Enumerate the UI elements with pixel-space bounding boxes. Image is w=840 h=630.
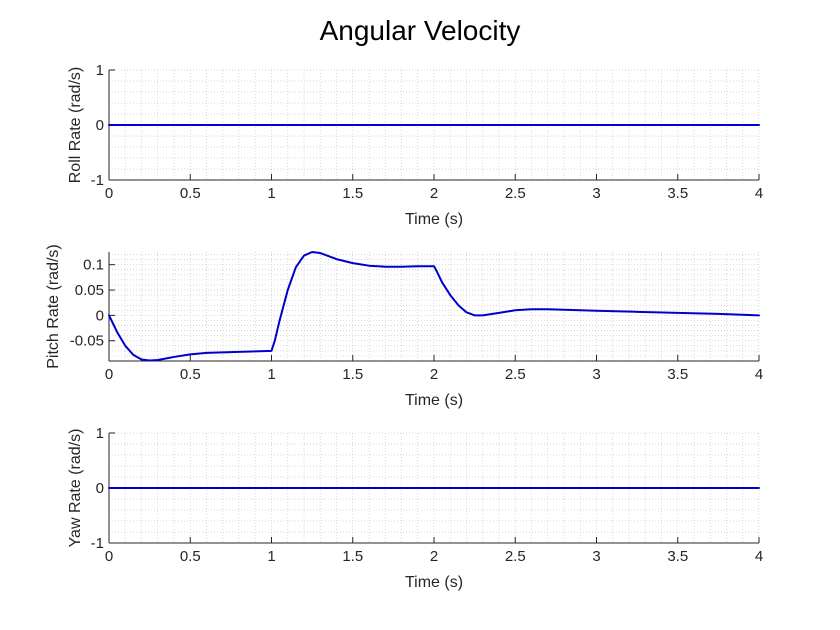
yaw-y-tick-label: 1 xyxy=(96,425,104,442)
pitch-x-tick-label: 3.5 xyxy=(667,366,688,383)
yaw-x-tick-label: 3 xyxy=(592,548,600,565)
pitch-x-tick-label: 1.5 xyxy=(342,366,363,383)
yaw-y-tick-label: 0 xyxy=(96,480,104,497)
roll-x-tick-label: 2 xyxy=(430,185,438,202)
roll-y-tick-label: 1 xyxy=(96,62,104,79)
roll-x-tick-label: 4 xyxy=(755,185,763,202)
yaw-x-tick-label: 3.5 xyxy=(667,548,688,565)
pitch-y-tick-label: 0 xyxy=(96,307,104,324)
pitch-x-tick-label: 3 xyxy=(592,366,600,383)
pitch-series-line xyxy=(108,251,760,362)
pitch-x-tick-label: 4 xyxy=(755,366,763,383)
pitch-y-tick-label: 0.1 xyxy=(83,257,104,274)
roll-x-tick-label: 3.5 xyxy=(667,185,688,202)
yaw-x-tick-label: 0.5 xyxy=(180,548,201,565)
roll-x-tick-label: 1 xyxy=(267,185,275,202)
pitch-x-tick-label: 2.5 xyxy=(505,366,526,383)
roll-x-tick-label: 0.5 xyxy=(180,185,201,202)
roll-x-tick-label: 1.5 xyxy=(342,185,363,202)
roll-x-tick-label: 3 xyxy=(592,185,600,202)
yaw-x-tick-label: 0 xyxy=(105,548,113,565)
roll-y-tick-label: -1 xyxy=(91,172,104,189)
pitch-x-tick-label: 2 xyxy=(430,366,438,383)
roll-y-tick-label: 0 xyxy=(96,117,104,134)
yaw-x-tick-label: 1.5 xyxy=(342,548,363,565)
yaw-x-axis-label: Time (s) xyxy=(405,574,463,591)
pitch-x-tick-label: 0 xyxy=(105,366,113,383)
roll-x-tick-label: 2.5 xyxy=(505,185,526,202)
yaw-y-axis-label: Yaw Rate (rad/s) xyxy=(67,429,84,548)
roll-x-tick-label: 0 xyxy=(105,185,113,202)
pitch-x-tick-label: 0.5 xyxy=(180,366,201,383)
yaw-x-tick-label: 2 xyxy=(430,548,438,565)
pitch-y-axis-label: Pitch Rate (rad/s) xyxy=(45,244,62,368)
pitch-x-tick-label: 1 xyxy=(267,366,275,383)
roll-x-axis-label: Time (s) xyxy=(405,211,463,228)
yaw-x-tick-label: 2.5 xyxy=(505,548,526,565)
pitch-y-tick-label: 0.05 xyxy=(75,282,104,299)
figure-title: Angular Velocity xyxy=(320,15,521,46)
pitch-y-tick-label: -0.05 xyxy=(70,333,104,350)
yaw-y-tick-label: -1 xyxy=(91,535,104,552)
pitch-x-axis-label: Time (s) xyxy=(405,392,463,409)
yaw-x-tick-label: 1 xyxy=(267,548,275,565)
pitch-grid xyxy=(108,252,760,362)
roll-y-axis-label: Roll Rate (rad/s) xyxy=(67,67,84,183)
yaw-x-tick-label: 4 xyxy=(755,548,763,565)
